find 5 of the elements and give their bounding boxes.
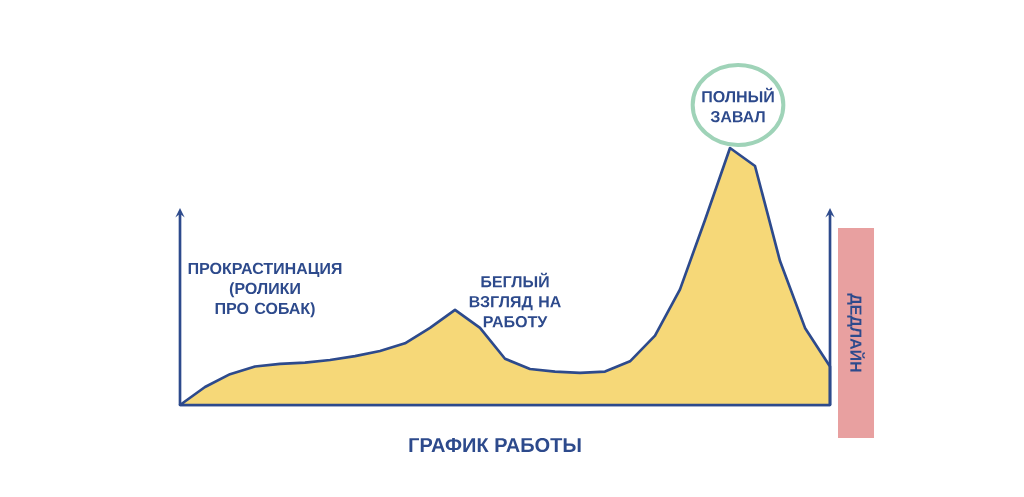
text: ПОЛНЫЙ ЗАВАЛ xyxy=(702,87,774,123)
annotation: БЕГЛЫЙ ВЗГЛЯД НА РАБОТУ xyxy=(469,272,561,328)
text: ДЕДЛАЙН xyxy=(847,293,865,372)
annotation: ПРОКРАСТИНАЦИЯ (РОЛИКИ ПРО СОБАК) xyxy=(188,262,342,318)
x-axis-title: ГРАФИК РАБОТЫ xyxy=(409,437,581,453)
